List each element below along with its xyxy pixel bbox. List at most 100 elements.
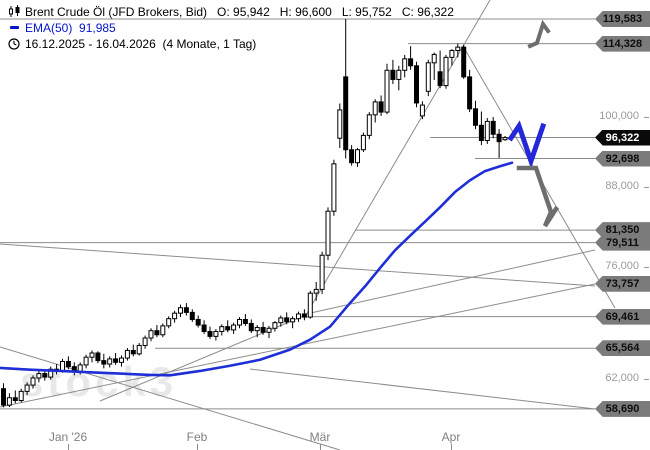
candle-body [443,56,449,87]
candle-body [490,120,496,135]
candle-body [148,330,154,339]
ema-legend-icon [6,26,22,29]
candle-body [284,317,290,323]
candle-body [484,120,490,142]
indicator-row: EMA(50) 91,985 [6,20,454,35]
candle-body [307,292,313,318]
candle-body [101,360,107,365]
candle-body [178,307,183,314]
candle-body [89,352,95,358]
candle-body [372,101,378,116]
candle-body [337,109,343,139]
candle-body [65,360,71,368]
candle-body [166,318,172,327]
candle-body [296,313,301,320]
candle-body [467,76,473,110]
candle-body [30,377,36,386]
candle-body [1,388,6,406]
forecast-v-arrow [507,120,547,169]
candle-body [42,373,48,378]
candle-body [260,326,266,333]
candle-body [195,318,201,326]
low-value: L: 95,752 [341,4,392,19]
candle-body [136,344,142,355]
candle-body [331,163,337,212]
candle-body [36,373,42,379]
candle-body [402,58,408,71]
candle-body [225,326,231,331]
candle-body [18,390,24,401]
candle-body [278,317,284,324]
candle-body [83,356,89,366]
forecast-up-arrow [527,19,551,49]
candle-body [154,330,160,336]
candle-body [6,397,12,406]
candle-body [360,134,366,151]
candle-body [248,322,254,332]
candle-body [201,324,207,332]
candle-body [254,326,260,332]
date-range: 16.12.2025 - 16.04.2026 [25,36,156,51]
candle-body [48,368,54,378]
candle-body [408,58,414,67]
candle-body [24,384,30,392]
trendline [0,346,341,450]
candle-body [219,326,225,332]
candle-body [355,149,360,164]
candle-body [431,53,437,64]
instrument-title: Brent Crude Öl (JFD Brokers, Bid) [25,4,208,19]
candle-body [313,288,319,294]
candle-body [366,114,372,136]
candle-body [455,46,461,52]
candle-body [60,360,65,372]
candle-body [231,324,237,331]
candle-body [301,313,307,318]
instrument-row: Brent Crude Öl (JFD Brokers, Bid) O: 95,… [6,4,454,19]
trendline [99,314,307,402]
candle-body [119,357,124,363]
open-value: O: 95,942 [217,4,270,19]
trendline [305,249,596,315]
chart-header: Brent Crude Öl (JFD Brokers, Bid) O: 95,… [6,4,454,52]
clock-icon [6,37,22,50]
indicator-value: 91,985 [79,20,116,35]
candle-body [107,358,113,365]
candle-body [473,108,478,126]
forecast-down-arrow [516,165,560,228]
candle-body [319,254,325,290]
candle-body [124,349,130,359]
indicator-label: EMA(50) [25,20,73,35]
candlestick-icon [6,5,22,18]
candle-body [449,50,455,58]
candle-body [384,69,390,113]
candle-body [290,318,296,323]
candle-body [496,133,502,143]
candle-body [419,104,425,117]
trendline [0,243,596,287]
candle-body [142,337,148,346]
candle-body [95,352,101,362]
trendline [305,0,491,316]
candle-body [343,76,349,151]
ema-line [0,161,514,377]
candle-body [437,71,443,87]
candle-body [349,149,355,164]
candle-body [12,397,18,401]
candle-body [325,210,331,256]
candle-body [414,65,419,104]
trendline [249,368,596,410]
candle-body [461,46,467,78]
candle-body [425,62,431,92]
candle-body [189,311,195,320]
candle-body [237,318,242,326]
candle-body [502,137,508,141]
candle-body [207,330,213,337]
candle-body [378,101,384,113]
candle-body [160,325,166,336]
high-value: H: 96,600 [279,4,332,19]
candle-body [183,307,189,313]
candle-body [242,318,248,324]
candle-body [478,124,484,142]
